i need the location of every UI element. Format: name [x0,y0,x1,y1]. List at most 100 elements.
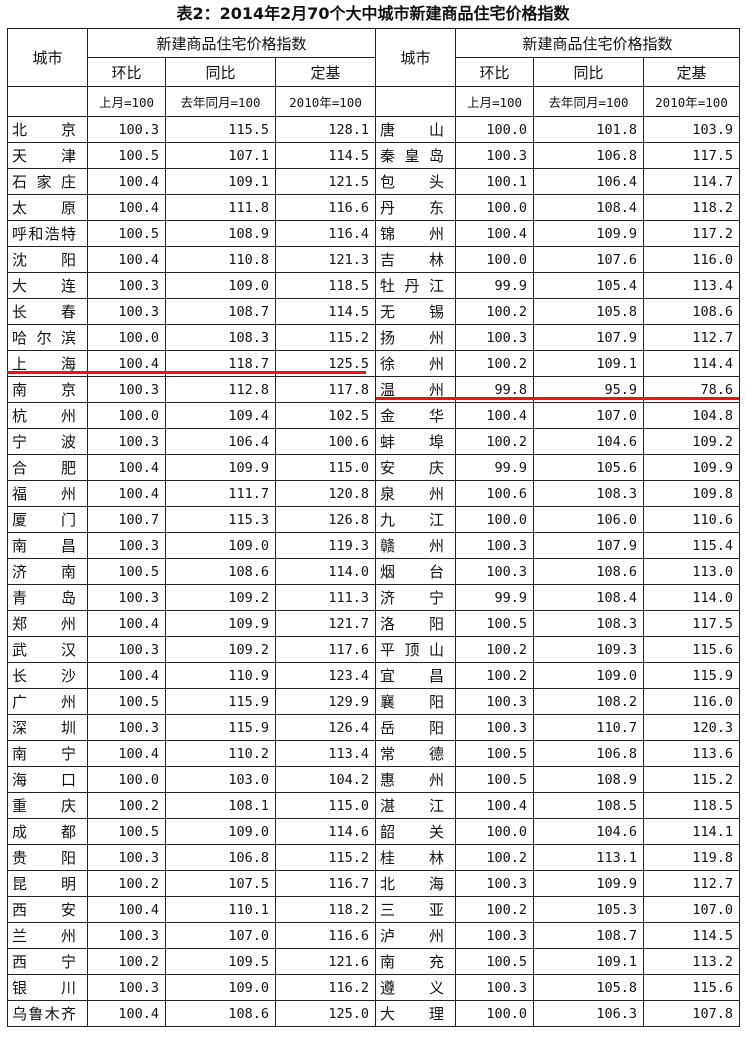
city-name: 南 京 [12,381,76,399]
city-name: 南 宁 [12,745,76,763]
city-name: 成 都 [12,823,76,841]
city-cell-left: 福 州 [7,480,88,507]
city-name: 吉 林 [380,251,444,269]
base-value-right: 114.0 [643,584,740,611]
city-name: 蚌 埠 [380,433,444,451]
yoy-value-right: 108.3 [533,480,644,507]
mom-value-right: 99.9 [455,584,534,611]
base-value-right: 113.6 [643,740,740,767]
base-value-right: 107.0 [643,896,740,923]
mom-value-left: 100.0 [87,324,166,351]
base-value-left: 115.2 [275,324,376,351]
base-value-right: 103.9 [643,116,740,143]
city-cell-right: 三 亚 [375,896,456,923]
city-cell-right: 吉 林 [375,246,456,273]
base-value-left: 115.0 [275,792,376,819]
city-name: 遵 义 [380,979,444,997]
table-row: 石家庄 100.4 109.1 121.5 包 头 100.1 106.4 114.7 [7,168,740,195]
city-name: 九 江 [380,511,444,529]
base-value-left: 120.8 [275,480,376,507]
mom-value-right: 100.0 [455,246,534,273]
table-row: 太 原 100.4 111.8 116.6 丹 东 100.0 108.4 118.2 [7,194,740,221]
base-value-left: 116.2 [275,974,376,1001]
table-row: 宁 波 100.3 106.4 100.6 蚌 埠 100.2 104.6 109.2 [7,428,740,455]
yoy-value-left: 112.8 [165,376,276,403]
table-row: 南 宁 100.4 110.2 113.4 常 德 100.5 106.8 113.6 [7,740,740,767]
yoy-value-left: 109.0 [165,272,276,299]
table-row: 长 春 100.3 108.7 114.5 无 锡 100.2 105.8 108.6 [7,298,740,325]
mom-value-left: 100.3 [87,922,166,949]
city-cell-left: 昆 明 [7,870,88,897]
base-value-right: 107.8 [643,1000,740,1027]
mom-value-left: 100.4 [87,480,166,507]
city-name: 温 州 [380,381,444,399]
city-name: 泉 州 [380,485,444,503]
mom-value-right: 100.2 [455,844,534,871]
base-value-left: 102.5 [275,402,376,429]
yoy-value-left: 103.0 [165,766,276,793]
city-name: 昆 明 [12,875,76,893]
city-cell-right: 洛 阳 [375,610,456,637]
mom-value-right: 100.3 [455,324,534,351]
table-row: 郑 州 100.4 109.9 121.7 洛 阳 100.5 108.3 117.5 [7,610,740,637]
base-value-right: 109.9 [643,454,740,481]
yoy-value-left: 109.1 [165,168,276,195]
mom-value-left: 100.3 [87,272,166,299]
city-cell-right: 烟 台 [375,558,456,585]
mom-base-left: 上月=100 [87,86,166,117]
mom-value-left: 100.5 [87,142,166,169]
city-name: 桂 林 [380,849,444,867]
mom-value-right: 100.0 [455,818,534,845]
yoy-value-right: 109.1 [533,948,644,975]
table-row: 长 沙 100.4 110.9 123.4 宜 昌 100.2 109.0 115.9 [7,662,740,689]
mom-value-right: 100.2 [455,350,534,377]
city-header-blank-right [375,86,456,117]
table-row: 沈 阳 100.4 110.8 121.3 吉 林 100.0 107.6 116.0 [7,246,740,273]
city-cell-right: 牡丹江 [375,272,456,299]
city-cell-left: 青 岛 [7,584,88,611]
city-name: 韶 关 [380,823,444,841]
city-name: 呼和浩特 [12,225,76,243]
base-header-right: 定基 [643,57,740,87]
table-row: 厦 门 100.7 115.3 126.8 九 江 100.0 106.0 110.6 [7,506,740,533]
base-value-right: 115.4 [643,532,740,559]
mom-value-right: 100.5 [455,610,534,637]
mom-value-left: 100.3 [87,584,166,611]
city-cell-left: 贵 阳 [7,844,88,871]
yoy-value-right: 109.9 [533,870,644,897]
city-name: 哈尔滨 [12,329,76,347]
yoy-value-left: 109.0 [165,974,276,1001]
mom-value-left: 100.5 [87,220,166,247]
mom-value-right: 100.4 [455,402,534,429]
city-cell-left: 济 南 [7,558,88,585]
base-value-left: 116.6 [275,194,376,221]
mom-value-left: 100.2 [87,792,166,819]
city-name: 南 充 [380,953,444,971]
mom-value-left: 100.7 [87,506,166,533]
yoy-value-left: 108.6 [165,558,276,585]
city-name: 天 津 [12,147,76,165]
base-value-left: 125.0 [275,1000,376,1027]
base-value-right: 114.7 [643,168,740,195]
base-value-left: 115.0 [275,454,376,481]
city-header-left: 城市 [7,28,88,87]
city-name: 牡丹江 [380,277,444,295]
base-value-left: 129.9 [275,688,376,715]
mom-value-left: 100.3 [87,376,166,403]
base-value-right: 117.5 [643,610,740,637]
yoy-header-right: 同比 [533,57,644,87]
city-name: 银 川 [12,979,76,997]
table-row: 兰 州 100.3 107.0 116.6 泸 州 100.3 108.7 114.5 [7,922,740,949]
mom-value-left: 100.3 [87,714,166,741]
mom-value-right: 100.3 [455,974,534,1001]
city-cell-right: 蚌 埠 [375,428,456,455]
mom-value-right: 100.2 [455,662,534,689]
city-name: 襄 阳 [380,693,444,711]
city-name: 深 圳 [12,719,76,737]
city-name: 广 州 [12,693,76,711]
base-value-left: 119.3 [275,532,376,559]
base-value-right: 118.5 [643,792,740,819]
city-name: 徐 州 [380,355,444,373]
base-value-right: 115.6 [643,974,740,1001]
mom-value-left: 100.4 [87,194,166,221]
